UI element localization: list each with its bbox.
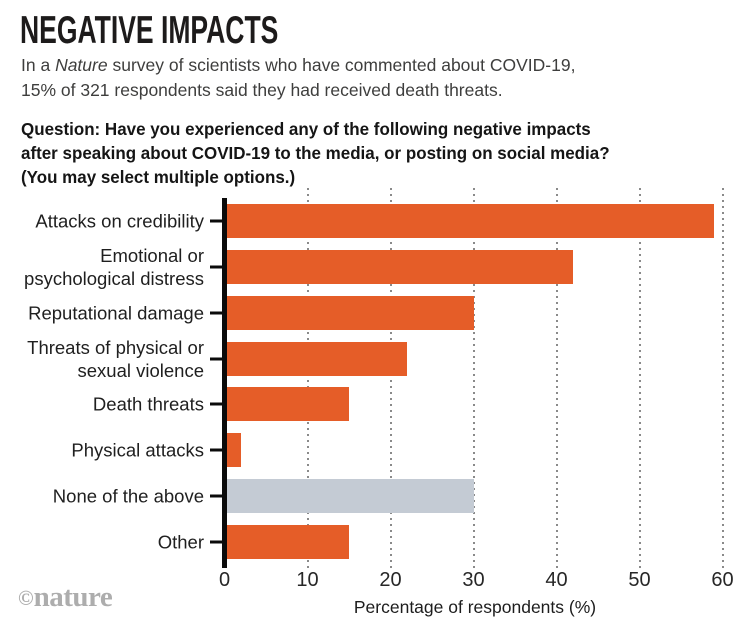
x-tick-label-20: 20: [379, 569, 402, 591]
bar-row: None of the above: [0, 473, 751, 519]
y-axis-tick: [210, 219, 222, 223]
page-title-text: NEGATIVE IMPACTS: [20, 9, 279, 52]
x-tick-label-0: 0: [218, 569, 231, 591]
gridline-40: [555, 188, 558, 568]
bar-row: Other: [0, 519, 751, 565]
bar-row: Physical attacks: [0, 427, 751, 473]
subtitle: In a Nature survey of scientists who hav…: [21, 53, 721, 102]
bar-row: Reputational damage: [0, 290, 751, 336]
category-label: Threats of physical or sexual violence: [27, 336, 204, 381]
y-axis-tick: [210, 311, 222, 315]
plot-area: Attacks on credibility Emotional or psych…: [0, 188, 751, 630]
y-axis-tick: [210, 402, 222, 406]
bar-row: Threats of physical or sexual violence: [0, 336, 751, 382]
gridline-10: [306, 188, 309, 568]
bar-rows: Attacks on credibility Emotional or psych…: [0, 198, 751, 565]
x-tick-label-10: 10: [296, 569, 319, 591]
bar-0: [227, 203, 715, 238]
y-axis-tick: [210, 265, 222, 269]
subtitle-post: survey of scientists who have commented …: [21, 55, 576, 100]
category-label: Attacks on credibility: [35, 210, 204, 232]
bar-6: [227, 479, 474, 514]
category-label: Reputational damage: [28, 302, 204, 324]
x-axis-title: Percentage of respondents (%): [353, 597, 597, 617]
nature-logo: ©nature: [18, 581, 113, 614]
x-tick-label-30: 30: [462, 569, 485, 591]
category-label: Other: [157, 531, 204, 553]
category-label: None of the above: [52, 485, 204, 507]
subtitle-italic-nature: Nature: [55, 55, 108, 75]
x-tick-label-60: 60: [711, 569, 734, 591]
bar-2: [227, 295, 474, 330]
y-axis-tick: [210, 448, 222, 452]
survey-question: Question: Have you experienced any of th…: [21, 119, 610, 187]
y-axis-tick: [210, 357, 222, 361]
x-tick-label-40: 40: [545, 569, 568, 591]
y-axis-tick: [210, 494, 222, 498]
y-axis-line: [222, 198, 227, 568]
x-tick-label-50: 50: [628, 569, 651, 591]
nature-logo-text: nature: [33, 581, 113, 613]
category-label: Emotional or psychological distress: [24, 244, 204, 289]
category-label: Death threats: [92, 393, 204, 415]
gridline-30: [472, 188, 475, 568]
bar-row: Death threats: [0, 382, 751, 428]
gridline-60: [721, 188, 724, 568]
subtitle-pre: In a: [21, 55, 56, 75]
bar-4: [227, 387, 349, 422]
category-label: Physical attacks: [71, 439, 204, 461]
page-title: NEGATIVE IMPACTS: [20, 11, 278, 50]
bar-row: Emotional or psychological distress: [0, 244, 751, 290]
gridline-20: [389, 188, 392, 568]
bar-7: [227, 525, 349, 560]
bar-5: [227, 433, 242, 468]
y-axis-tick: [210, 540, 222, 544]
bar-3: [227, 341, 408, 376]
copyright-icon: ©: [18, 585, 34, 610]
bar-1: [227, 249, 574, 284]
gridline-50: [638, 188, 641, 568]
bar-row: Attacks on credibility: [0, 198, 751, 244]
